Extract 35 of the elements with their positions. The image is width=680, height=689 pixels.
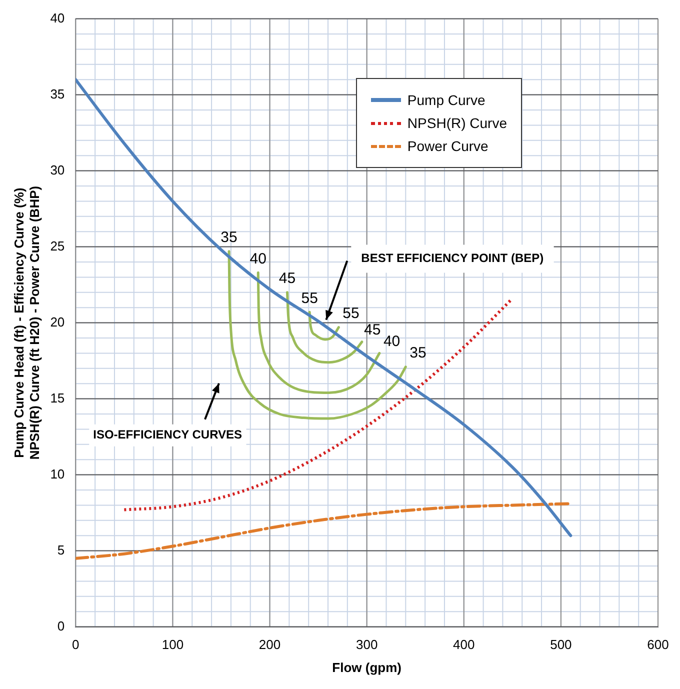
x-tick-label: 600 [647,637,669,652]
x-axis-title: Flow (gpm) [332,660,402,675]
y-axis-title: Pump Curve Head (ft) - Efficiency Curve (%) NPSH(R) Curve (ft H20) - Power Curve (BHP) [11,186,42,460]
x-tick-label: 500 [550,637,572,652]
y-tick-label: 15 [50,390,65,406]
y-tick-label: 10 [50,466,65,482]
annotation: 55 [342,305,360,322]
annotation: ISO-EFFICIENCY CURVES [93,428,242,442]
x-tick-label: 300 [356,637,378,652]
line-series [286,291,364,364]
annotation: 45 [364,321,381,338]
annotation: BEST EFFICIENCY POINT (BEP) [361,251,544,266]
y-tick-label: 40 [50,10,65,26]
y-tick-label: 35 [50,86,65,102]
annotation: 45 [278,270,296,288]
annotation: 40 [383,332,400,350]
annotation: 55 [301,290,318,307]
annotation: 35 [410,344,426,362]
annotation: 40 [250,250,266,268]
line-series [76,78,572,538]
y-tick-label: 25 [50,238,65,254]
legend-label: Power Curve [407,138,488,154]
legend-label: Pump Curve [407,92,486,108]
legend-label: NPSH(R) Curve [407,115,507,131]
x-tick-label: 400 [453,637,475,652]
y-tick-label: 5 [57,542,65,558]
x-tick-label: 200 [258,637,281,652]
x-tick-label: 100 [162,637,184,652]
y-tick-label: 0 [57,618,65,634]
y-tick-label: 30 [50,162,65,178]
line-series [256,271,381,394]
y-tick-label: 20 [50,314,65,330]
line-series [76,502,572,560]
x-tick-label: 0 [72,637,80,652]
annotation: 35 [220,229,238,246]
